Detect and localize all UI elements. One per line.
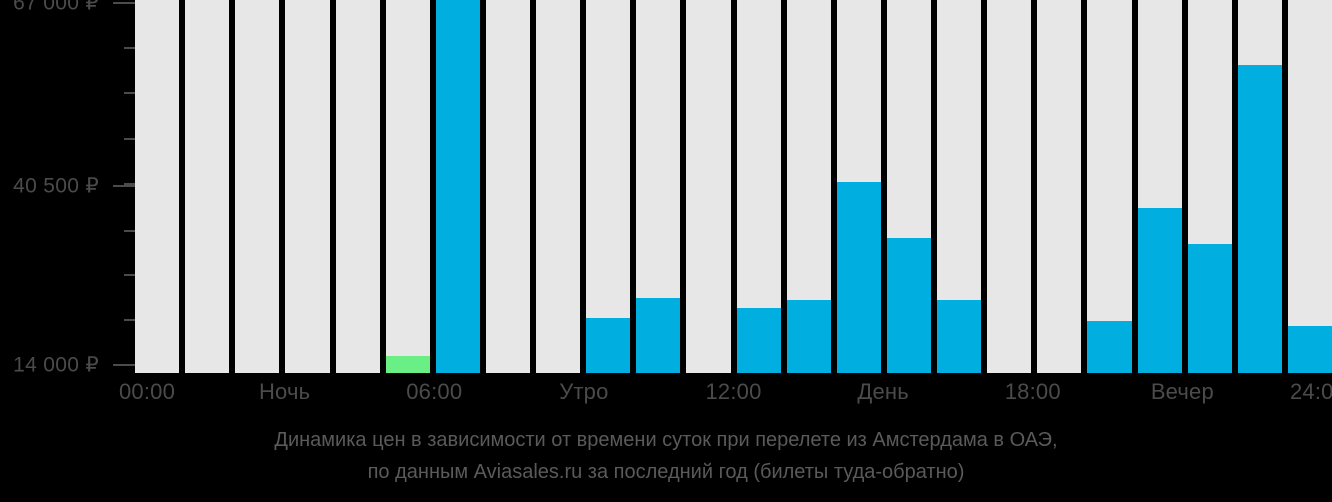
bar-slot[interactable] [135, 0, 180, 373]
x-axis-label-12-00: 12:00 [705, 379, 762, 404]
bar [786, 300, 831, 373]
bar [886, 238, 931, 373]
x-axis-line [135, 373, 1332, 375]
bar-slot[interactable] [736, 0, 781, 373]
caption-line-1: Динамика цен в зависимости от времени су… [274, 429, 1058, 451]
x-axis-label-00-00: 00:00 [118, 379, 176, 404]
bar [1187, 244, 1232, 373]
bar-slot[interactable] [1287, 0, 1332, 373]
bar-slot[interactable] [285, 0, 330, 373]
y-axis-label-middle: 40 500 ₽ [13, 174, 99, 198]
bar-slot[interactable] [1037, 0, 1082, 373]
y-axis-label-bottom: 14 000 ₽ [13, 353, 99, 377]
caption-line-2: по данным Aviasales.ru за последний год … [367, 461, 965, 483]
bar [1087, 321, 1132, 373]
plot-area [135, 0, 1332, 373]
bar-slot[interactable] [937, 0, 982, 373]
y-axis-tick-minor-2 [124, 92, 135, 94]
bar-slot[interactable] [335, 0, 380, 373]
bar [1287, 326, 1332, 373]
bar [435, 0, 480, 373]
y-axis-tick-minor-1 [124, 47, 135, 49]
y-axis-tick-minor-5 [124, 230, 135, 232]
bar [836, 182, 881, 373]
bar-slot[interactable] [987, 0, 1032, 373]
y-axis-tick-major-bottom [113, 364, 135, 366]
y-axis-tick-minor-3 [124, 138, 135, 140]
bar-slot[interactable] [1137, 0, 1182, 373]
chart-caption: Динамика цен в зависимости от времени су… [0, 424, 1332, 488]
y-axis: 67 000 ₽ 40 500 ₽ 14 000 ₽ [0, 0, 135, 377]
bar-slot[interactable] [586, 0, 631, 373]
bar [736, 308, 781, 373]
y-axis-tick-minor-6 [124, 274, 135, 276]
x-axis-label-24-00: 24:00 [1289, 379, 1332, 404]
bar [937, 300, 982, 373]
x-axis-label-вечер: Вечер [1150, 379, 1214, 404]
bar-slot[interactable] [235, 0, 280, 373]
bar-slot[interactable] [786, 0, 831, 373]
y-axis-label-top: 67 000 ₽ [13, 0, 99, 15]
bar-slot[interactable] [1087, 0, 1132, 373]
bar-slot[interactable] [836, 0, 881, 373]
x-axis-label-18-00: 18:00 [1004, 379, 1061, 404]
x-axis: 00:00 Ночь 06:00 Утро 12:00 День 18:00 Вечер 24:… [0, 379, 1332, 415]
x-axis-label-день: День [857, 379, 909, 404]
x-axis-label-ночь: Ночь [258, 379, 311, 404]
bar [1137, 208, 1182, 373]
bar [1237, 65, 1282, 373]
y-axis-tick-major-top [113, 2, 135, 4]
bar-slot[interactable] [185, 0, 230, 373]
y-axis-tick-minor-4 [124, 183, 135, 185]
bar-slot[interactable] [385, 0, 430, 373]
bar-slot[interactable] [485, 0, 530, 373]
bar-slot[interactable] [636, 0, 681, 373]
bar-slot[interactable] [435, 0, 480, 373]
x-axis-label-06-00: 06:00 [406, 379, 463, 404]
bar [586, 318, 631, 373]
bar-slot[interactable] [1187, 0, 1232, 373]
bar-slot[interactable] [1237, 0, 1282, 373]
bar [636, 298, 681, 373]
bar-slot[interactable] [886, 0, 931, 373]
x-axis-label-утро: Утро [559, 379, 609, 404]
y-axis-tick-major-middle [113, 185, 135, 187]
y-axis-tick-minor-7 [124, 319, 135, 321]
bar-cheapest [385, 356, 430, 373]
bar-slot[interactable] [536, 0, 581, 373]
bar-slot[interactable] [686, 0, 731, 373]
